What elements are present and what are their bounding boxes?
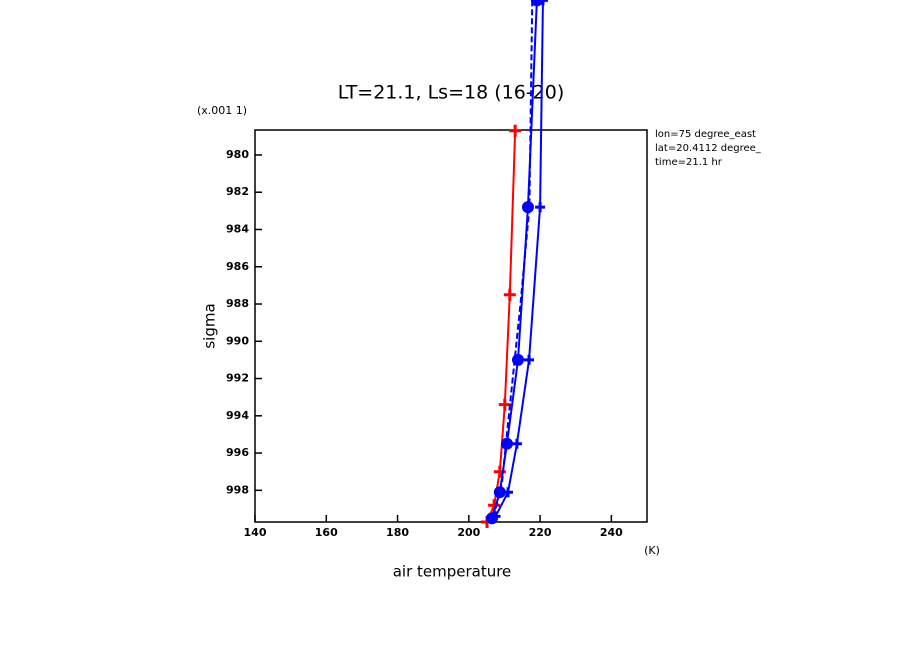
annotation: lat=20.4112 degree_ <box>655 143 762 154</box>
x-tick-label: 160 <box>315 526 338 539</box>
x-tick-label: 220 <box>529 526 552 539</box>
marker <box>498 398 511 411</box>
x-unit: (K) <box>644 544 660 557</box>
marker <box>537 0 548 6</box>
y-tick-label: 994 <box>226 409 249 422</box>
plot-frame <box>254 129 648 523</box>
series-line <box>492 0 534 517</box>
x-tick-label: 240 <box>600 526 623 539</box>
y-tick-label: 996 <box>226 446 249 459</box>
chart-title: LT=21.1, Ls=18 (16-20) <box>338 82 565 104</box>
marker <box>521 201 534 214</box>
x-tick-label: 140 <box>244 526 267 539</box>
y-tick-label: 986 <box>226 260 249 273</box>
marker <box>511 438 522 449</box>
x-tick-label: 200 <box>457 526 480 539</box>
annotation: time=21.1 hr <box>655 157 723 168</box>
y-tick-label: 990 <box>226 334 249 347</box>
series-line <box>486 130 517 523</box>
y-tick-label: 984 <box>226 222 249 235</box>
y-tick-label: 982 <box>226 185 249 198</box>
marker <box>509 124 522 137</box>
marker <box>503 288 516 301</box>
y-axis-label: sigma <box>201 303 219 348</box>
annotation: lon=75 degree_east <box>655 129 756 140</box>
series-line <box>491 0 538 519</box>
y-tick-label: 992 <box>226 372 249 385</box>
y-tick-label: 988 <box>226 297 249 310</box>
x-tick-label: 180 <box>386 526 409 539</box>
marker <box>493 486 506 499</box>
marker <box>535 202 546 213</box>
y-tick-label: 998 <box>226 483 249 496</box>
y-tick-label: 980 <box>226 148 249 161</box>
x-axis-label: air temperature <box>393 563 512 581</box>
y-unit: (x.001 1) <box>197 104 247 117</box>
marker <box>503 487 514 498</box>
series-line <box>494 0 544 517</box>
marker <box>524 354 535 365</box>
